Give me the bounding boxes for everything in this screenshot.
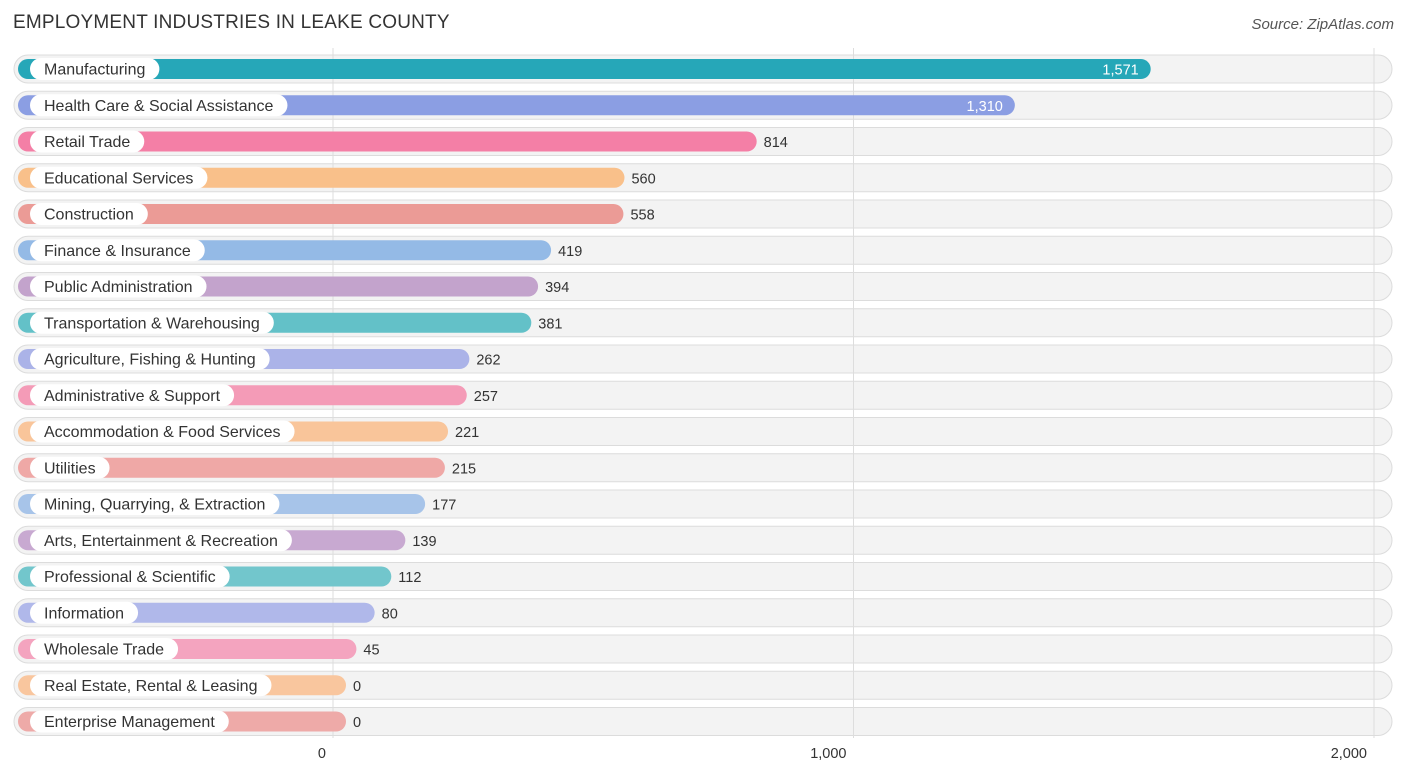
category-label: Mining, Quarrying, & Extraction xyxy=(44,497,265,514)
category-label-pill xyxy=(30,58,160,80)
bar-row[interactable]: Information 80 xyxy=(18,601,398,624)
bar-row[interactable]: Wholesale Trade 45 xyxy=(18,638,380,660)
category-label: Manufacturing xyxy=(44,62,145,79)
value-label: 45 xyxy=(363,643,379,659)
value-label: 0 xyxy=(353,679,361,695)
category-label: Construction xyxy=(44,207,134,224)
category-label: Utilities xyxy=(44,460,96,477)
value-label: 215 xyxy=(452,461,476,477)
category-label-pill xyxy=(30,420,295,443)
category-label: Educational Services xyxy=(44,170,193,187)
x-tick-label: 1,000 xyxy=(810,746,846,762)
category-label-pill xyxy=(30,565,230,588)
category-label: Wholesale Trade xyxy=(44,642,164,659)
category-label: Information xyxy=(44,605,124,622)
category-label-pill xyxy=(30,130,145,153)
category-label-pill xyxy=(30,601,139,624)
bar-row[interactable]: Administrative & Support 257 xyxy=(18,384,498,407)
source-note: Source: ZipAtlas.com xyxy=(1251,16,1394,33)
category-label-pill xyxy=(30,348,270,370)
bar-row[interactable]: Real Estate, Rental & Leasing 0 xyxy=(18,674,361,697)
bar-row[interactable]: Agriculture, Fishing & Hunting 262 xyxy=(18,348,501,370)
bar-row[interactable]: Health Care & Social Assistance 1,310 xyxy=(18,94,1015,117)
category-label: Retail Trade xyxy=(44,134,130,151)
category-label: Finance & Insurance xyxy=(44,243,191,260)
category-label-pill xyxy=(30,493,280,515)
category-label: Transportation & Warehousing xyxy=(44,315,260,332)
category-label: Health Care & Social Assistance xyxy=(44,98,274,115)
category-label: Arts, Entertainment & Recreation xyxy=(44,533,278,550)
chart-title: EMPLOYMENT INDUSTRIES IN LEAKE COUNTY xyxy=(13,12,450,33)
value-label: 1,310 xyxy=(967,99,1003,115)
value-label: 558 xyxy=(630,208,654,224)
category-label-pill xyxy=(30,275,207,298)
category-label: Real Estate, Rental & Leasing xyxy=(44,678,257,695)
x-tick-label: 2,000 xyxy=(1331,746,1367,762)
value-label: 560 xyxy=(631,171,655,187)
value-label: 221 xyxy=(455,425,479,441)
value-label: 814 xyxy=(764,135,788,151)
category-label-pill xyxy=(30,638,179,660)
value-label: 177 xyxy=(432,498,456,514)
category-label-pill xyxy=(30,710,229,733)
value-label: 394 xyxy=(545,280,569,296)
category-label-pill xyxy=(30,239,205,262)
category-label-pill xyxy=(30,384,235,407)
bars: Manufacturing 1,571 Health Care & Social A… xyxy=(18,58,1151,733)
value-label: 262 xyxy=(476,353,500,369)
x-axis: 0 1,000 2,000 xyxy=(318,746,1367,762)
bar-row[interactable]: Construction 558 xyxy=(18,203,655,225)
bar-row[interactable]: Transportation & Warehousing 381 xyxy=(18,311,563,334)
category-label-pill xyxy=(30,203,148,225)
bar-row[interactable]: Enterprise Management 0 xyxy=(18,710,361,733)
category-label-pill xyxy=(30,166,208,189)
value-label: 257 xyxy=(474,389,498,405)
category-label: Agriculture, Fishing & Hunting xyxy=(44,352,256,369)
value-label: 0 xyxy=(353,715,361,731)
bar-row[interactable]: Educational Services 560 xyxy=(18,166,656,189)
value-label: 1,571 xyxy=(1102,63,1138,79)
value-label: 80 xyxy=(382,606,398,622)
bar[interactable] xyxy=(18,131,757,152)
bar-row[interactable]: Retail Trade 814 xyxy=(18,130,788,153)
row-background xyxy=(13,634,1393,664)
bar-row[interactable]: Public Administration 394 xyxy=(18,275,569,298)
bar-row[interactable]: Professional & Scientific 112 xyxy=(18,565,421,588)
bar-row[interactable]: Mining, Quarrying, & Extraction 177 xyxy=(18,493,456,515)
category-label: Administrative & Support xyxy=(44,388,221,405)
bar[interactable] xyxy=(18,59,1151,79)
category-label-pill xyxy=(30,456,110,479)
value-label: 419 xyxy=(558,244,582,260)
category-label-pill xyxy=(30,674,272,697)
value-label: 112 xyxy=(398,570,421,586)
bar-row[interactable]: Manufacturing 1,571 xyxy=(18,58,1151,80)
bar-row[interactable]: Utilities 215 xyxy=(18,456,476,479)
bar-row[interactable]: Accommodation & Food Services 221 xyxy=(18,420,479,443)
value-label: 381 xyxy=(538,316,562,332)
value-label: 139 xyxy=(412,534,436,550)
category-label: Public Administration xyxy=(44,279,193,296)
bar-row[interactable]: Finance & Insurance 419 xyxy=(18,239,582,262)
category-label-pill xyxy=(30,311,274,334)
bar-row[interactable]: Arts, Entertainment & Recreation 139 xyxy=(18,529,437,552)
category-label-pill xyxy=(30,529,292,552)
category-label-pill xyxy=(30,94,288,117)
bar[interactable] xyxy=(18,457,445,478)
row-background xyxy=(13,670,1393,700)
x-tick-label: 0 xyxy=(318,746,326,762)
category-label: Enterprise Management xyxy=(44,714,215,731)
category-label: Accommodation & Food Services xyxy=(44,424,281,441)
category-label: Professional & Scientific xyxy=(44,569,216,586)
bar[interactable] xyxy=(18,204,624,224)
row-background xyxy=(13,707,1393,736)
